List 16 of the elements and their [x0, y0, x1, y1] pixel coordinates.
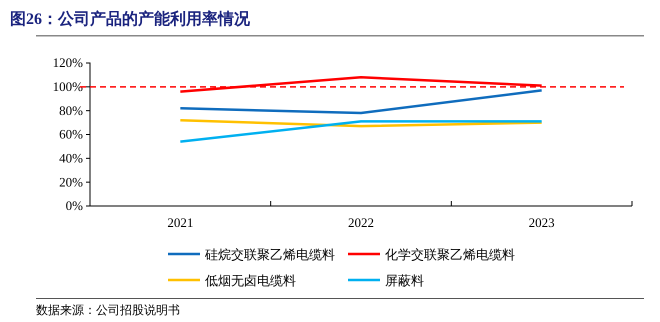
x-tick-label: 2021 [167, 215, 194, 230]
chart-title: 图26：公司产品的产能利用率情况 [10, 9, 251, 28]
y-tick-label: 120% [52, 55, 84, 70]
y-tick-label: 100% [52, 78, 84, 94]
y-tick-label: 80% [59, 102, 84, 118]
y-tick-label: 60% [59, 126, 84, 142]
legend-label: 化学交联聚乙烯电缆料 [385, 247, 515, 262]
y-tick-label: 40% [59, 150, 84, 166]
legend-label: 低烟无卤电缆料 [205, 273, 296, 288]
legend-label: 屏蔽料 [385, 273, 424, 288]
legend-label: 硅烷交联聚乙烯电缆料 [204, 247, 335, 262]
y-tick-label: 20% [59, 174, 84, 190]
source-note: 数据来源：公司招股说明书 [36, 303, 180, 317]
x-tick-label: 2023 [528, 215, 555, 230]
y-tick-label: 0% [66, 198, 84, 214]
x-tick-label: 2022 [348, 215, 374, 230]
